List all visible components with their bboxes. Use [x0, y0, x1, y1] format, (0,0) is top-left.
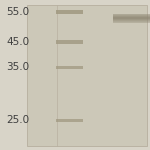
Text: 45.0: 45.0: [6, 37, 29, 47]
Bar: [112, 16, 150, 17]
Text: 55.0: 55.0: [6, 7, 29, 17]
Text: 35.0: 35.0: [6, 63, 29, 72]
Bar: [112, 17, 150, 18]
Bar: [56, 118, 82, 122]
Bar: [112, 18, 150, 19]
Bar: [27, 4, 147, 146]
Bar: [112, 20, 150, 21]
Bar: [112, 14, 150, 15]
Text: 25.0: 25.0: [6, 115, 29, 125]
Bar: [56, 40, 82, 44]
Bar: [56, 10, 82, 14]
Bar: [112, 15, 150, 16]
Bar: [56, 66, 82, 69]
Bar: [112, 19, 150, 20]
Bar: [112, 21, 150, 22]
